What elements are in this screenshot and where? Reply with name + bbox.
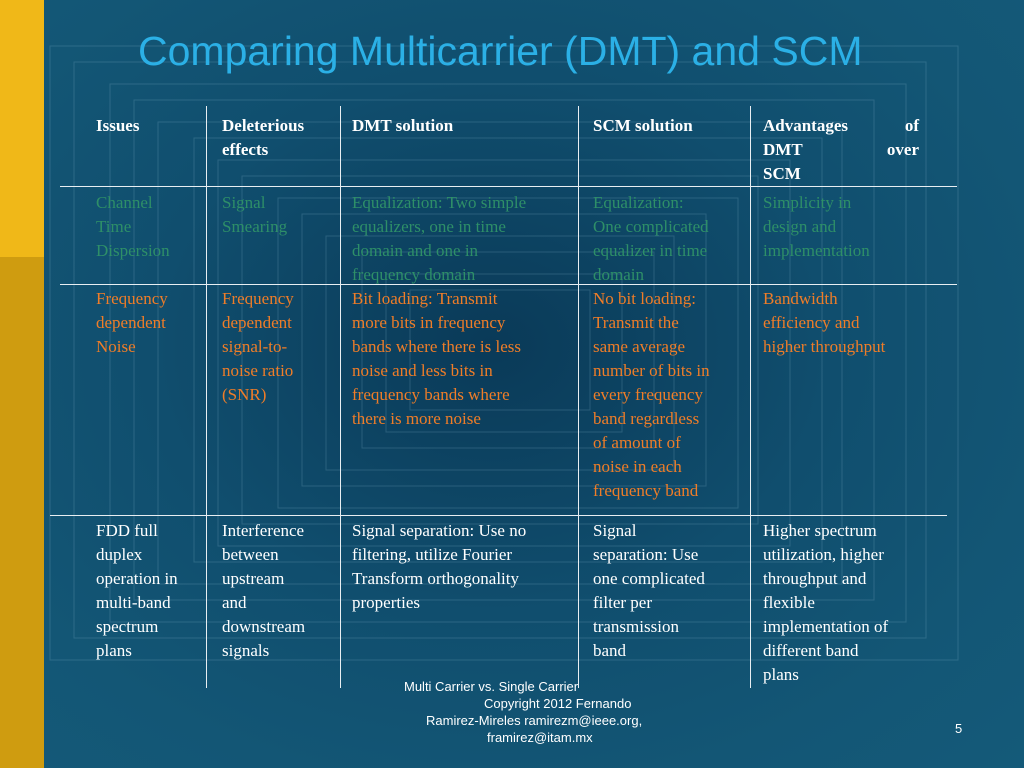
page-number: 5 — [955, 721, 963, 736]
slide-title: Comparing Multicarrier (DMT) and SCM — [138, 28, 863, 74]
row2-effect: Frequency dependent signal-to-noise ratio(… — [222, 289, 294, 404]
row3-issue: FDD full duplex operation in multi-band spec… — [96, 521, 178, 660]
row1-effect: Signal Smearing — [222, 193, 288, 236]
row3-scm: Signal separation: Use one complicated filt… — [593, 521, 705, 660]
column-rule — [340, 106, 341, 688]
row2-scm: No bit loading: Transmit the same average n… — [593, 289, 710, 500]
slide-footer: Multi Carrier vs. Single Carrier Copyrig… — [400, 678, 685, 746]
row1-issue: Channel Time Dispersion — [96, 193, 170, 260]
sidebar-accent-bottom — [0, 257, 44, 768]
row2-advantage: Bandwidth efficiency and higher throughput — [763, 289, 886, 356]
header-advantages: Advantages of DMT over SCM — [763, 116, 919, 183]
row1-scm: Equalization: One complicated equalizer in… — [593, 193, 709, 284]
header-deleterious: Deleterious effects — [222, 116, 305, 159]
footer-line: Copyright 2012 Fernando — [484, 696, 632, 711]
header-scm: SCM solution — [593, 116, 693, 135]
footer-line: framirez@itam.mx — [487, 730, 593, 745]
table-rule — [60, 186, 957, 187]
column-rule — [750, 106, 751, 688]
row3-effect: Interference between upstream and downstream… — [222, 521, 306, 660]
footer-line: Ramirez-Mireles ramirezm@ieee.org, — [426, 713, 643, 728]
row3-advantage: Higher spectrum utilization, higher throug… — [763, 521, 889, 684]
row1-advantage: Simplicity in design and implementation — [763, 193, 870, 260]
header-dmt: DMT solution — [352, 116, 454, 135]
row1-dmt: Equalization: Two simple equalizers, one … — [352, 193, 527, 284]
table-rule — [50, 515, 947, 516]
row2-issue: Frequency dependent Noise — [96, 289, 168, 356]
column-rule — [578, 106, 579, 688]
sidebar-accent-top — [0, 0, 44, 257]
row2-dmt: Bit loading: Transmit more bits in freque… — [352, 289, 522, 428]
table-rule — [60, 284, 957, 285]
footer-line: Multi Carrier vs. Single Carrier — [404, 679, 579, 694]
column-rule — [206, 106, 207, 688]
header-issues: Issues — [96, 116, 140, 135]
row3-dmt: Signal separation: Use no filtering, util… — [352, 521, 527, 612]
